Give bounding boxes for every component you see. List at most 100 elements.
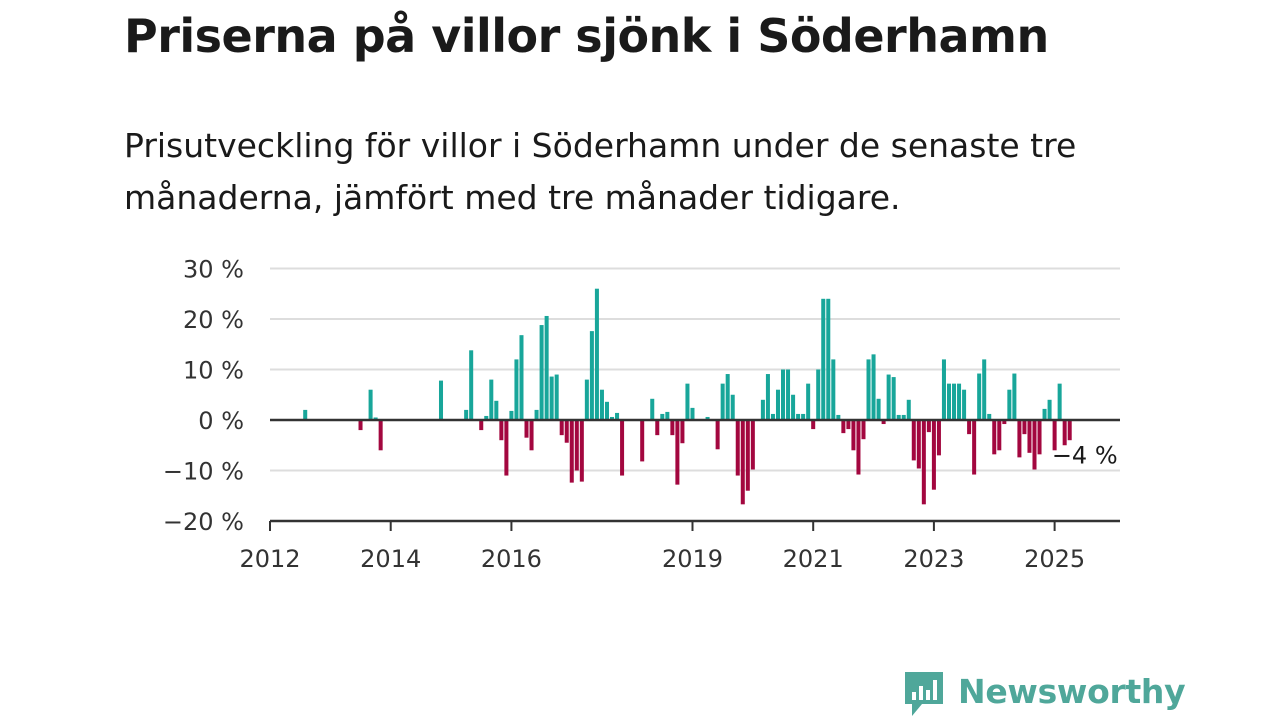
axes	[269, 418, 1120, 531]
bar	[786, 369, 791, 420]
bar	[901, 414, 906, 420]
bars	[303, 288, 1072, 505]
x-tick-label: 2012	[239, 545, 300, 573]
bar	[378, 420, 383, 451]
bar	[745, 420, 750, 491]
bar-chart: 30 %20 %10 %0 %−10 %−20 % 2012 2014 2016 20…	[163, 256, 1121, 574]
bar	[806, 383, 811, 420]
bar	[770, 413, 775, 420]
bar	[539, 325, 544, 420]
y-tick-labels: 30 % 20 % 10 % 0 % −10 % −20 %	[163, 256, 244, 537]
bar	[740, 420, 745, 505]
bar	[765, 374, 770, 420]
bar	[972, 420, 977, 475]
bar	[660, 413, 665, 420]
x-tick-label: 2025	[1024, 545, 1085, 573]
bar	[831, 359, 836, 420]
bar	[529, 420, 534, 451]
bar	[936, 420, 941, 456]
newsworthy-chart-bubble-icon	[905, 672, 943, 716]
end-value-annotation: −4 %	[1049, 438, 1121, 472]
x-tick-label: 2014	[360, 545, 421, 573]
bar	[569, 420, 574, 483]
bar	[534, 409, 539, 420]
bar	[620, 420, 625, 476]
bar	[881, 420, 886, 425]
bar	[946, 383, 951, 420]
bar	[906, 399, 911, 420]
bar	[921, 420, 926, 505]
bar	[615, 412, 620, 420]
bar	[373, 417, 378, 420]
bar	[599, 389, 604, 420]
bar	[509, 410, 514, 420]
y-tick-label: 10 %	[183, 357, 244, 385]
bar	[690, 407, 695, 420]
gridlines	[270, 267, 1120, 472]
y-tick-label: 0 %	[198, 407, 244, 435]
bar	[655, 420, 660, 436]
end-value-label: −4 %	[1052, 441, 1118, 469]
bar	[1067, 420, 1072, 441]
bar	[549, 376, 554, 420]
bar	[464, 409, 469, 420]
y-tick-label: −20 %	[163, 508, 244, 536]
bar	[1012, 373, 1017, 420]
bar	[851, 420, 856, 451]
bar	[670, 420, 675, 436]
bar	[992, 420, 997, 455]
bar	[871, 354, 876, 420]
bar	[886, 374, 891, 420]
bar	[665, 411, 670, 420]
bar	[1047, 399, 1052, 420]
bar	[811, 420, 816, 430]
bar	[781, 369, 786, 420]
bar	[796, 413, 801, 420]
bar	[1007, 389, 1012, 420]
bar	[891, 377, 896, 420]
bar	[489, 379, 494, 420]
bar	[594, 288, 599, 420]
bar	[1052, 420, 1057, 451]
x-tick-label: 2019	[662, 545, 723, 573]
bar	[610, 416, 615, 420]
bar	[856, 420, 861, 475]
bar	[524, 420, 529, 438]
bar	[1002, 420, 1007, 425]
bar	[640, 420, 645, 462]
y-tick-label: 20 %	[183, 306, 244, 334]
bar	[967, 420, 972, 435]
x-tick-label: 2021	[783, 545, 844, 573]
bar	[650, 398, 655, 420]
x-tick-label: 2023	[903, 545, 964, 573]
bar	[675, 420, 680, 485]
bar	[861, 420, 866, 440]
bar	[303, 409, 308, 420]
bar	[962, 389, 967, 420]
bar	[926, 420, 931, 433]
chart-subtitle: Prisutveckling för villor i Söderhamn un…	[124, 126, 1077, 217]
bar	[564, 420, 569, 443]
bar	[916, 420, 921, 469]
bar	[685, 383, 690, 420]
bar	[725, 374, 730, 420]
bar	[559, 420, 564, 436]
bar	[866, 359, 871, 420]
bar	[519, 335, 524, 420]
bar	[1032, 420, 1037, 470]
bar	[791, 394, 796, 420]
bar	[705, 416, 710, 420]
bar	[836, 414, 841, 420]
bar	[368, 389, 373, 420]
y-tick-label: 30 %	[183, 256, 244, 284]
bar	[479, 420, 484, 431]
bar	[977, 373, 982, 420]
bar	[514, 359, 519, 420]
bar	[911, 420, 916, 461]
bar	[957, 383, 962, 420]
bar	[1017, 420, 1022, 458]
bar	[735, 420, 740, 476]
bar	[931, 420, 936, 490]
bar	[1027, 420, 1032, 453]
bar	[604, 401, 609, 420]
